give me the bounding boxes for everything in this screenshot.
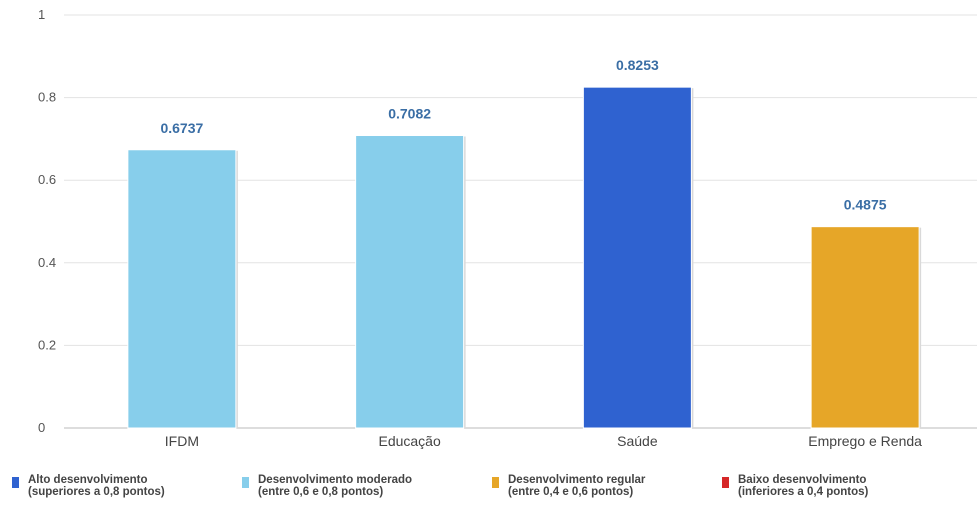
x-axis-categories: IFDM Educação Saúde Emprego e Renda — [165, 433, 922, 449]
data-label: 0.8253 — [616, 57, 659, 73]
legend-sublabel-regular: (entre 0,4 e 0,6 pontos) — [508, 486, 634, 498]
legend-item-regular: Desenvolvimento regular (entre 0,4 e 0,6… — [492, 474, 645, 498]
data-labels: 0.6737 0.7082 0.8253 0.4875 — [160, 57, 886, 213]
legend-swatch-alto — [12, 477, 19, 488]
y-tick-label: 0 — [38, 420, 45, 435]
x-category-label: Saúde — [617, 433, 658, 449]
bar-educacao[interactable] — [355, 135, 465, 429]
legend-label-moderado: Desenvolvimento moderado — [258, 474, 413, 486]
bars — [127, 86, 922, 429]
legend-item-alto: Alto desenvolvimento (superiores a 0,8 p… — [12, 474, 165, 498]
bar-saude[interactable] — [582, 86, 692, 429]
y-tick-label: 1 — [38, 7, 45, 22]
legend-label-alto: Alto desenvolvimento — [28, 474, 148, 486]
x-category-label: IFDM — [165, 433, 199, 449]
legend-label-regular: Desenvolvimento regular — [508, 474, 646, 486]
y-tick-label: 0.6 — [38, 172, 56, 187]
bar-ifdm[interactable] — [127, 149, 237, 429]
legend: Alto desenvolvimento (superiores a 0,8 p… — [0, 474, 977, 506]
data-label: 0.7082 — [388, 106, 431, 122]
y-tick-label: 0.8 — [38, 90, 56, 105]
bar-chart: 00.20.40.60.81 0.67370.70820.82530.4875 … — [38, 7, 977, 449]
bar-emprego-e-renda[interactable] — [810, 226, 920, 429]
legend-item-moderado: Desenvolvimento moderado (entre 0,6 e 0,… — [242, 474, 412, 498]
x-category-label: Emprego e Renda — [808, 433, 922, 449]
legend-sublabel-baixo: (inferiores a 0,4 pontos) — [738, 486, 869, 498]
x-category-label: Educação — [378, 433, 440, 449]
data-label: 0.6737 — [160, 120, 203, 136]
legend-swatch-moderado — [242, 477, 249, 488]
legend-swatch-baixo — [722, 477, 729, 488]
y-tick-label: 0.2 — [38, 337, 56, 352]
legend-label-baixo: Baixo desenvolvimento — [738, 474, 867, 486]
legend-sublabel-moderado: (entre 0,6 e 0,8 pontos) — [258, 486, 384, 498]
legend-sublabel-alto: (superiores a 0,8 pontos) — [28, 486, 165, 498]
legend-item-baixo: Baixo desenvolvimento (inferiores a 0,4 … — [722, 474, 868, 498]
y-axis-ticks: 0 0.2 0.4 0.6 0.8 1 — [38, 7, 56, 435]
legend-swatch-regular — [492, 477, 499, 488]
y-tick-label: 0.4 — [38, 255, 56, 270]
data-label: 0.4875 — [844, 197, 887, 213]
